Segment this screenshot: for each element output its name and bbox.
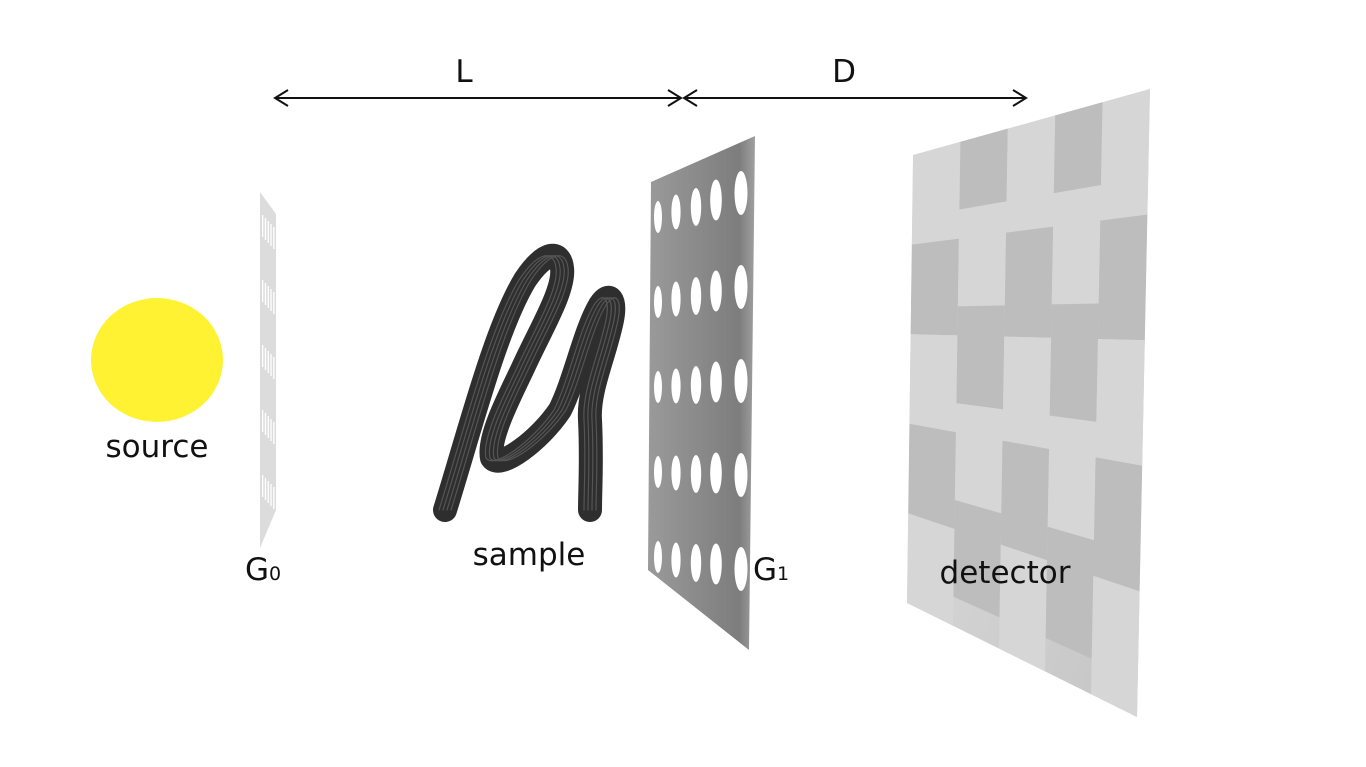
g1-slit	[654, 456, 662, 488]
detector-cell	[1091, 575, 1140, 717]
g1-slit	[690, 544, 702, 582]
g1-slit	[690, 188, 702, 226]
detector-cell	[954, 403, 1003, 514]
g0-slit	[267, 481, 269, 503]
g0-slit	[264, 348, 267, 370]
detector-cell	[908, 423, 956, 529]
g0-slit	[273, 292, 275, 314]
g0-slit	[270, 484, 272, 506]
detector-cell	[1000, 440, 1050, 561]
g1-slit	[734, 171, 748, 215]
sample-fiber	[433, 243, 626, 522]
detector-cell	[1047, 415, 1097, 541]
detector-panel	[907, 89, 1150, 717]
g1-slit	[710, 543, 722, 585]
g0-slit	[273, 357, 275, 379]
detector-cell	[1053, 89, 1104, 194]
label-g0: G0	[245, 552, 281, 588]
g0-slit	[273, 422, 275, 444]
detector-cell	[957, 201, 1007, 307]
g0-slit	[262, 280, 264, 302]
distance-arrow-l	[273, 89, 683, 107]
label-l: L	[455, 54, 473, 90]
g1-slit	[734, 547, 748, 591]
g0-slit	[262, 410, 264, 432]
g0-slit	[264, 413, 267, 435]
detector-cell	[956, 305, 1005, 410]
detector-cell	[911, 141, 961, 245]
g1-slit	[671, 194, 681, 230]
g0-slit	[270, 289, 272, 311]
g1-slit	[734, 453, 748, 497]
detector-cell	[909, 334, 958, 433]
g0-grating	[260, 192, 276, 548]
g1-slit	[690, 455, 702, 493]
g1-slit	[654, 286, 662, 318]
g0-slit	[262, 215, 264, 237]
g1-slit	[734, 265, 748, 309]
g1-slit	[734, 359, 748, 403]
detector-cell	[953, 500, 1002, 618]
g1-slit	[710, 270, 722, 312]
detector-cell	[1098, 214, 1148, 341]
g1-slit	[671, 542, 681, 578]
g0-slit	[264, 218, 267, 240]
g0-slit	[273, 227, 275, 249]
g0-slit	[262, 475, 264, 497]
g1-slit	[710, 452, 722, 494]
label-source: source	[106, 429, 209, 465]
detector-cell	[1049, 303, 1099, 422]
detector-cell	[1093, 457, 1143, 592]
label-detector: detector	[940, 555, 1071, 591]
g0-slit	[264, 283, 267, 305]
g0-slit	[262, 345, 264, 367]
g1-slit	[671, 455, 681, 491]
g0-slit	[270, 419, 272, 441]
g0-slit	[267, 221, 269, 243]
g0-slit	[270, 224, 272, 246]
g1-slit	[654, 201, 662, 233]
g1-grating	[648, 136, 755, 650]
g1-slit	[671, 368, 681, 404]
detector-cell	[910, 238, 959, 336]
detector-cell	[1004, 226, 1054, 338]
label-d: D	[832, 54, 856, 90]
g0-slit	[273, 487, 275, 509]
g1-slit	[710, 179, 722, 221]
source-sphere	[91, 298, 223, 422]
detector-cell	[1002, 336, 1052, 449]
detector-cell	[1051, 185, 1101, 305]
g0-slit	[270, 354, 272, 376]
detector-cell	[959, 97, 1009, 210]
detector-cell	[999, 544, 1047, 672]
g0-slit	[267, 416, 269, 438]
distance-arrow-d	[682, 89, 1028, 107]
detector-cell	[1095, 339, 1145, 466]
g0-slit	[267, 351, 269, 373]
label-sample: sample	[473, 537, 586, 573]
label-g1: G1	[753, 552, 789, 588]
g1-slit	[654, 371, 662, 403]
g1-slit	[710, 361, 722, 403]
g0-slit	[264, 478, 267, 500]
g1-slit	[654, 541, 662, 573]
detector-cell	[1045, 526, 1094, 659]
g1-slit	[671, 281, 681, 317]
detector-cell	[1100, 89, 1150, 221]
detector-cell	[907, 513, 955, 626]
detector-cell	[1006, 115, 1056, 233]
g0-slit	[267, 286, 269, 308]
g1-slit	[690, 277, 702, 315]
g1-slit	[690, 366, 702, 404]
